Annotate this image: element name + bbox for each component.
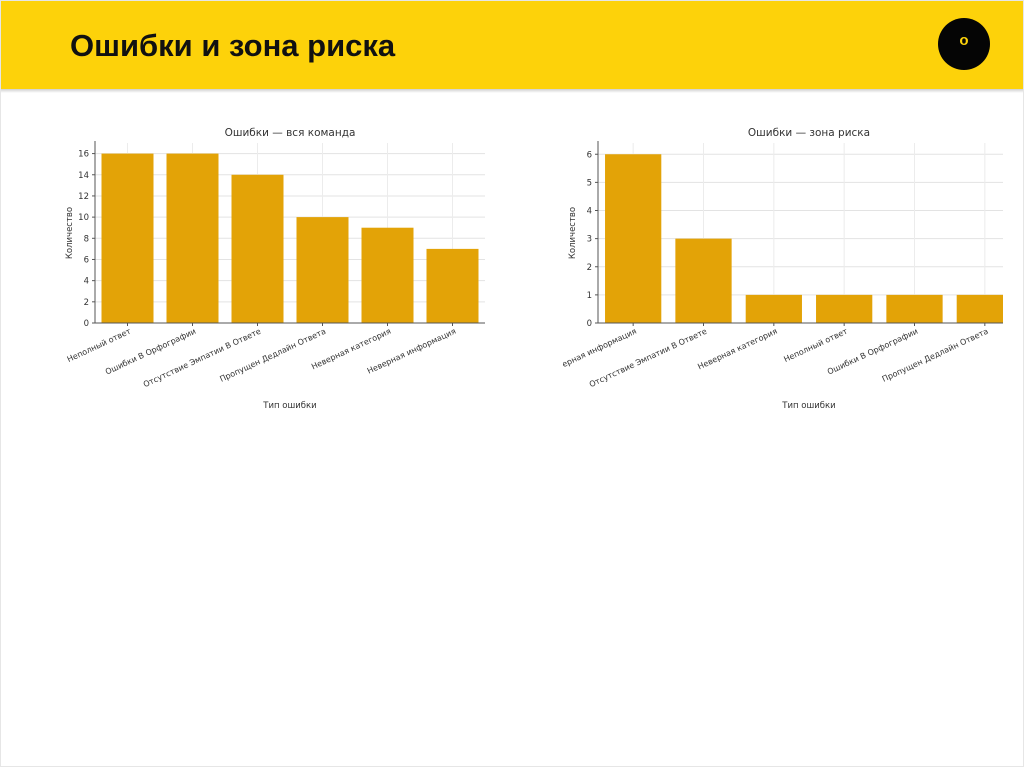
y-tick-label: 6 [587, 150, 592, 160]
chart-title: Ошибки — вся команда [225, 127, 356, 139]
bar [745, 294, 802, 323]
bar [956, 294, 1003, 323]
y-tick-label: 16 [78, 150, 89, 160]
bar [166, 153, 219, 323]
bar [886, 294, 943, 323]
bar [426, 248, 479, 323]
bar [361, 227, 414, 323]
logo-badge: o [938, 18, 990, 70]
y-tick-label: 1 [587, 291, 592, 301]
y-tick-label: 2 [84, 298, 89, 308]
chart-title: Ошибки — зона риска [748, 127, 870, 139]
bar [816, 294, 873, 323]
bar [101, 153, 154, 323]
slide-title: Ошибки и зона риска [70, 28, 396, 63]
title-bar-shadow [1, 89, 1023, 93]
bar [675, 238, 732, 323]
y-tick-label: 14 [78, 171, 89, 181]
y-tick-label: 2 [587, 263, 592, 273]
bar [605, 154, 662, 323]
y-axis-label: Количество [568, 207, 578, 259]
bar [296, 217, 349, 323]
x-tick-label: Отсутствие Эмпатии В Ответе [142, 327, 263, 390]
y-tick-label: 6 [84, 255, 89, 265]
y-tick-label: 4 [84, 277, 89, 287]
x-tick-label: Пропущен Дедлайн Ответа [218, 327, 327, 384]
y-tick-label: 5 [587, 178, 592, 188]
x-tick-label: Неполный ответ [66, 327, 133, 365]
x-tick-label: Неверная категория [696, 327, 779, 372]
y-tick-label: 4 [587, 207, 592, 217]
y-axis-label: Количество [65, 207, 75, 259]
y-tick-label: 12 [78, 192, 89, 202]
x-axis-label: Тип ошибки [262, 401, 316, 411]
y-tick-label: 0 [587, 319, 592, 329]
y-tick-label: 10 [78, 213, 89, 223]
x-axis-label: Тип ошибки [781, 401, 835, 411]
x-tick-label: Неполный ответ [782, 327, 849, 365]
y-tick-label: 0 [84, 319, 89, 329]
y-tick-label: 3 [587, 235, 592, 245]
title-bar [1, 1, 1023, 89]
y-tick-label: 8 [84, 234, 89, 244]
x-tick-label: Отсутствие Эмпатии В Ответе [588, 327, 709, 390]
bar [231, 174, 284, 323]
